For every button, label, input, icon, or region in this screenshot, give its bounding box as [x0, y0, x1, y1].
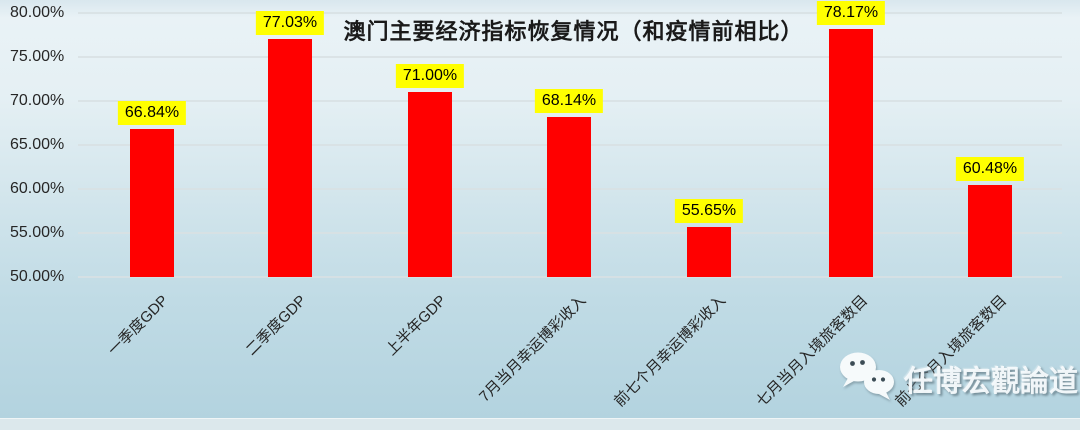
- watermark-text: 任博宏觀論道: [904, 363, 1079, 398]
- y-axis-tick-label: 70.00%: [10, 92, 65, 109]
- value-label-6: 78.17%: [816, 1, 886, 26]
- value-label-1: 66.84%: [117, 100, 187, 125]
- x-axis-category-label: 7月当月幸运博彩收入: [475, 292, 590, 406]
- value-label-3: 71.00%: [395, 64, 465, 89]
- gridline: [78, 276, 1062, 278]
- bar-1: [130, 128, 174, 277]
- chart-title: 澳门主要经济指标恢复情况（和疫情前相比）: [343, 19, 804, 45]
- x-axis-category-label: 二季度GDP: [243, 292, 311, 359]
- bar-2: [268, 39, 312, 277]
- bar-4: [547, 117, 591, 277]
- x-axis-category-label: 一季度GDP: [105, 292, 173, 359]
- value-label-5: 55.65%: [674, 199, 744, 224]
- bar-6: [829, 29, 873, 277]
- bar-3: [408, 92, 452, 277]
- y-axis-tick-label: 80.00%: [10, 4, 65, 21]
- watermark: 任博宏觀論道: [836, 350, 1078, 407]
- x-axis-category-label: 上半年GDP: [383, 292, 451, 359]
- bar-5: [687, 227, 731, 277]
- bar-7: [968, 184, 1012, 277]
- x-axis-category-label: 前七个月幸运博彩收入: [611, 292, 730, 411]
- value-label-4: 68.14%: [534, 89, 604, 114]
- value-label-2: 77.03%: [255, 11, 325, 36]
- y-axis-tick-label: 75.00%: [10, 48, 65, 65]
- y-axis-tick-label: 55.00%: [10, 224, 65, 241]
- value-label-7: 60.48%: [955, 156, 1025, 181]
- bottom-margin-strip: [0, 418, 1080, 430]
- y-axis-tick-label: 60.00%: [10, 180, 65, 197]
- y-axis-tick-label: 65.00%: [10, 136, 65, 153]
- gridline: [78, 12, 1062, 14]
- wechat-icon: [836, 350, 898, 407]
- y-axis-tick-label: 50.00%: [10, 268, 65, 285]
- gridline: [78, 56, 1062, 58]
